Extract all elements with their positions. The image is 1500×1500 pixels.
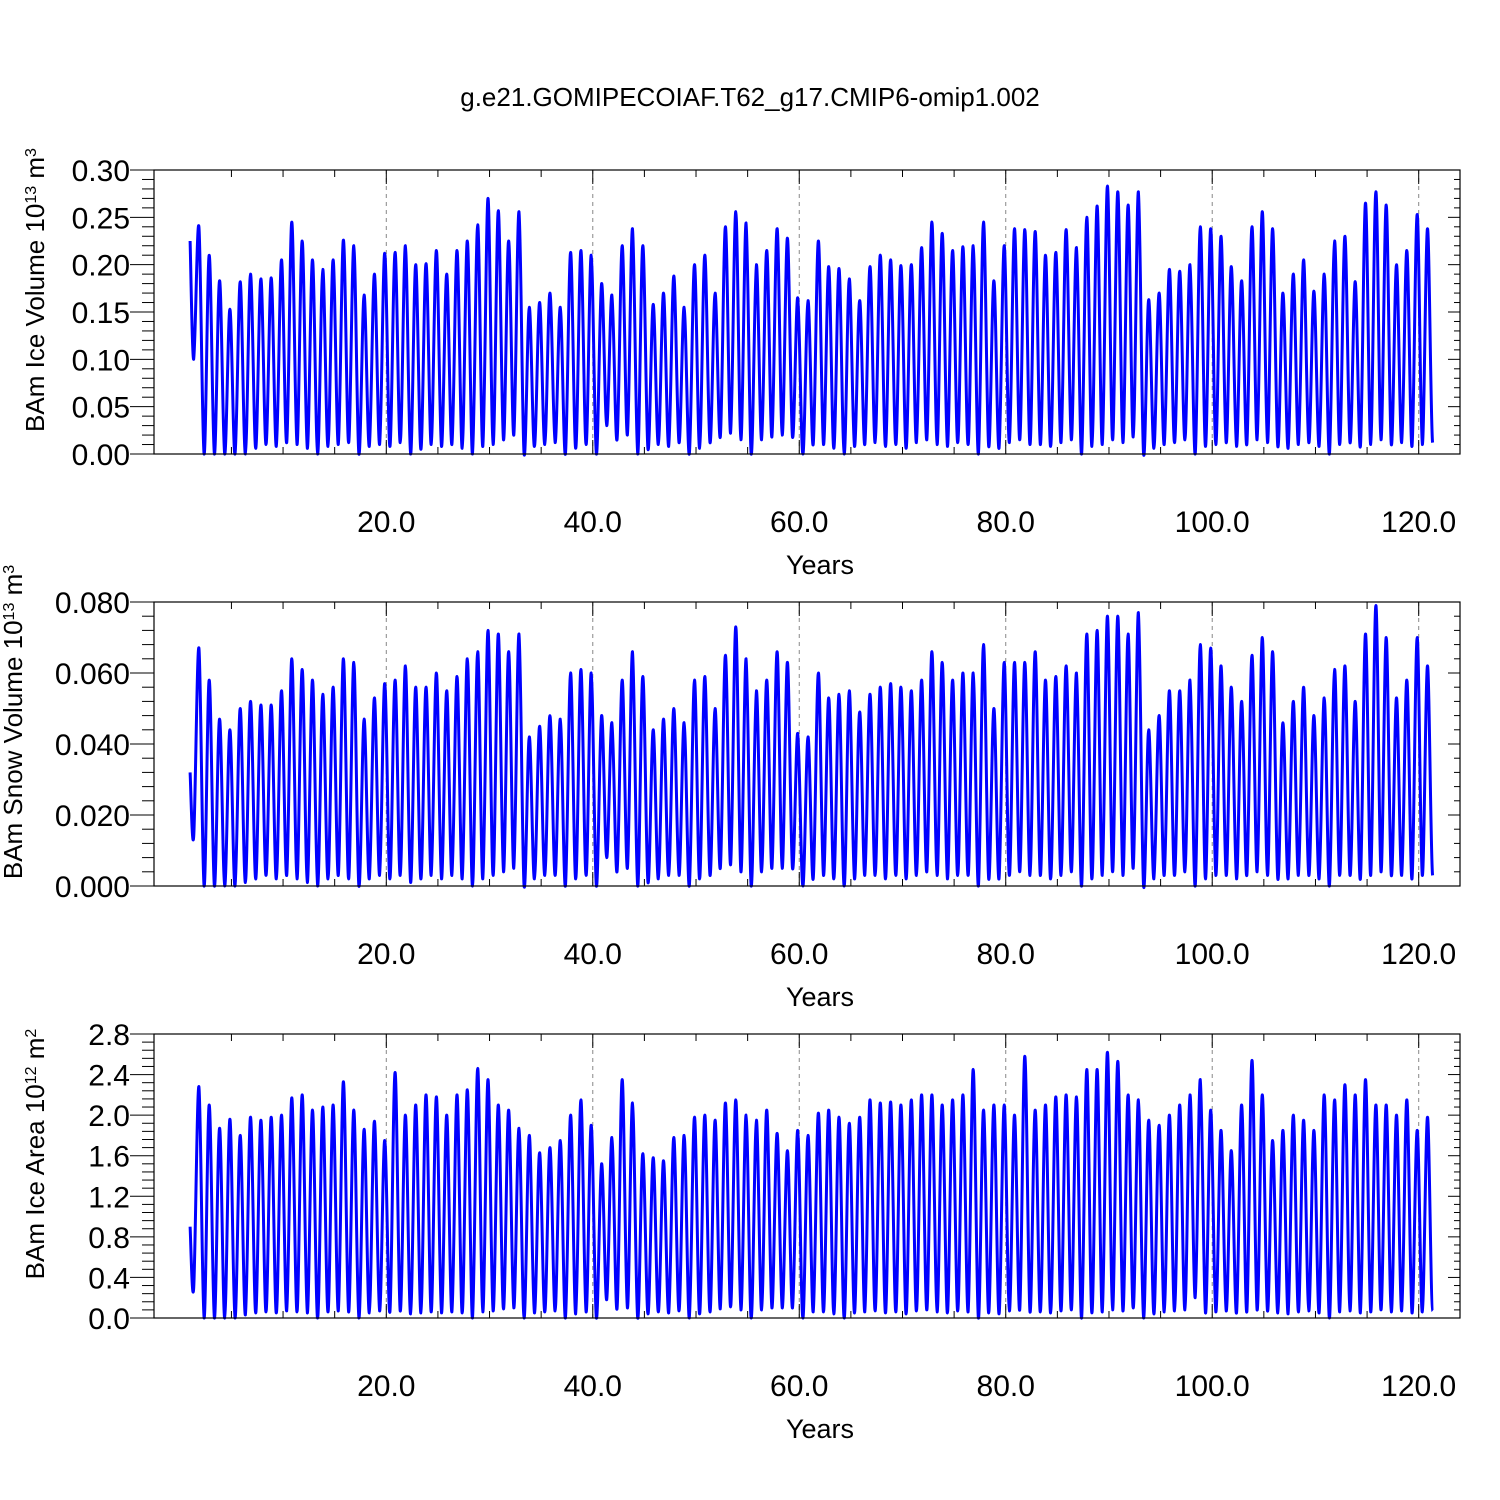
x-tick-label: 40.0: [564, 1370, 622, 1403]
y-tick-label: 0.8: [88, 1222, 130, 1255]
y-tick-label: 1.2: [88, 1181, 130, 1214]
x-axis-label: Years: [786, 1414, 854, 1444]
y-axis-label-mid: m: [20, 157, 50, 186]
y-tick-label: 1.6: [88, 1141, 130, 1174]
y-axis-label-mid: m: [0, 574, 28, 603]
x-tick-label: 100.0: [1175, 938, 1250, 971]
y-axis-label: BAm Ice Volume 1013 m3: [20, 148, 50, 432]
y-axis-label-prefix: BAm Ice Volume 10: [20, 204, 50, 432]
y-axis-label-unit-exp: 2: [23, 1029, 40, 1038]
x-tick-label: 80.0: [977, 938, 1035, 971]
y-tick-label: 0.25: [72, 202, 130, 235]
data-series-line: [188, 603, 1435, 889]
y-axis-label-unit-exp: 3: [1, 565, 18, 574]
x-tick-label: 100.0: [1175, 1370, 1250, 1403]
y-axis-label-exp: 13: [1, 603, 18, 621]
x-axis-label: Years: [786, 982, 854, 1012]
y-tick-label: 0.15: [72, 297, 130, 330]
figure-title: g.e21.GOMIPECOIAF.T62_g17.CMIP6-omip1.00…: [460, 82, 1040, 112]
y-tick-label: 2.4: [88, 1060, 130, 1093]
x-tick-label: 20.0: [357, 1370, 415, 1403]
y-tick-label: 0.020: [55, 800, 130, 833]
y-tick-label: 0.10: [72, 344, 130, 377]
x-axis-label: Years: [786, 550, 854, 580]
y-axis-label-exp: 12: [23, 1066, 40, 1084]
y-axis-label: BAm Ice Area 1012 m2: [20, 1029, 50, 1280]
y-tick-label: 0.05: [72, 392, 130, 425]
y-tick-label: 0.080: [55, 587, 130, 620]
x-tick-label: 40.0: [564, 506, 622, 539]
y-tick-label: 0.000: [55, 871, 130, 904]
x-tick-label: 100.0: [1175, 506, 1250, 539]
x-tick-label: 20.0: [357, 938, 415, 971]
y-tick-label: 2.0: [88, 1100, 130, 1133]
x-tick-label: 60.0: [770, 506, 828, 539]
y-tick-label: 0.20: [72, 250, 130, 283]
x-tick-label: 40.0: [564, 938, 622, 971]
y-axis-label: BAm Snow Volume 1013 m3: [0, 565, 28, 879]
chart-panel-1: 0.00 0.05 0.10 0.15 0.20 0.25 0.30 20.0 40.0 60.0…: [20, 148, 1461, 580]
chart-panel-3: 0.0 0.4 0.8 1.2 1.6 2.0 2.4 2.8 20.0 40.0 60.0 80.0…: [20, 1019, 1461, 1444]
data-series-line: [188, 1050, 1435, 1320]
y-tick-label: 2.8: [88, 1019, 130, 1052]
y-tick-label: 0.30: [72, 155, 130, 188]
data-series-line: [188, 184, 1435, 457]
x-tick-label: 60.0: [770, 938, 828, 971]
y-tick-label: 0.060: [55, 658, 130, 691]
y-tick-label: 0.040: [55, 729, 130, 762]
x-tick-label: 80.0: [977, 1370, 1035, 1403]
y-axis-label-prefix: BAm Snow Volume 10: [0, 620, 28, 879]
y-axis-label-unit-exp: 3: [23, 148, 40, 157]
y-axis-label-mid: m: [20, 1038, 50, 1067]
x-tick-label: 120.0: [1381, 1370, 1456, 1403]
x-tick-label: 120.0: [1381, 938, 1456, 971]
plot-frame: [153, 1033, 1461, 1319]
x-tick-label: 60.0: [770, 1370, 828, 1403]
y-tick-label: 0.00: [72, 439, 130, 472]
x-tick-label: 80.0: [977, 506, 1035, 539]
y-tick-label: 0.0: [88, 1303, 130, 1336]
chart-panel-2: 0.000 0.020 0.040 0.060 0.080 20.0 40.0 60.0 80.…: [0, 565, 1461, 1012]
y-axis-label-prefix: BAm Ice Area 10: [20, 1084, 50, 1279]
y-axis-label-exp: 13: [23, 186, 40, 204]
y-tick-label: 0.4: [88, 1262, 130, 1295]
x-tick-label: 20.0: [357, 506, 415, 539]
x-tick-label: 120.0: [1381, 506, 1456, 539]
